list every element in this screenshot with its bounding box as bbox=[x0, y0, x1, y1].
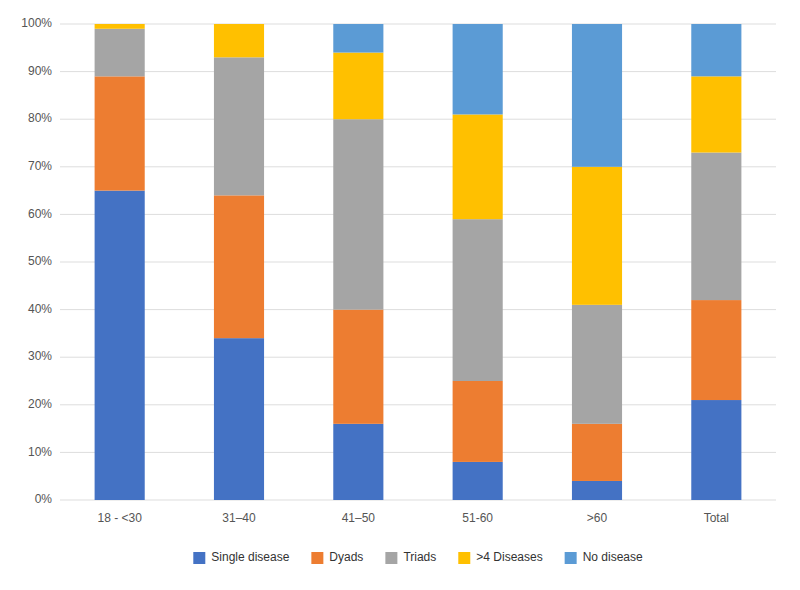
bar-segment bbox=[333, 310, 383, 424]
bar-segment bbox=[214, 24, 264, 25]
bar-segment bbox=[572, 24, 622, 167]
chart: 0% 10% 20% 30% 40% 50% 60% 70% 80% 90% 100% 18 - <3… bbox=[0, 0, 800, 590]
y-tick-label: 60% bbox=[28, 207, 52, 221]
bar-segment bbox=[691, 153, 741, 301]
bar-segment bbox=[691, 400, 741, 500]
legend-swatch bbox=[385, 552, 397, 564]
y-tick-label: 80% bbox=[28, 111, 52, 125]
x-tick-label: >60 bbox=[587, 511, 608, 525]
y-tick-label: 40% bbox=[28, 302, 52, 316]
grid-line bbox=[60, 452, 776, 453]
bar-segment bbox=[691, 24, 741, 76]
bars bbox=[95, 24, 742, 500]
x-axis: 18 - <30 31–40 41–50 51-60 >60 Total bbox=[97, 511, 729, 525]
grid-line bbox=[60, 24, 776, 25]
bar-segment bbox=[214, 338, 264, 500]
legend-item: >4 Diseases bbox=[458, 550, 542, 564]
bar-segment bbox=[333, 24, 383, 53]
grid-line bbox=[60, 357, 776, 358]
bar-segment bbox=[572, 424, 622, 481]
bar-segment bbox=[214, 24, 264, 57]
y-tick-label: 10% bbox=[28, 445, 52, 459]
bar-segment bbox=[691, 76, 741, 152]
y-tick-label: 70% bbox=[28, 159, 52, 173]
legend-swatch bbox=[565, 552, 577, 564]
y-tick-label: 50% bbox=[28, 254, 52, 268]
bar-segment bbox=[214, 57, 264, 195]
grid-line bbox=[60, 404, 776, 405]
bar-segment bbox=[453, 114, 503, 219]
legend-label: Single disease bbox=[211, 550, 289, 564]
legend-swatch bbox=[193, 552, 205, 564]
legend-label: No disease bbox=[583, 550, 643, 564]
legend-item: Triads bbox=[385, 550, 436, 564]
legend-item: No disease bbox=[565, 550, 643, 564]
legend-label: Dyads bbox=[329, 550, 363, 564]
bar-segment bbox=[333, 119, 383, 309]
y-tick-label: 100% bbox=[21, 16, 52, 30]
x-tick-label: 51-60 bbox=[462, 511, 493, 525]
legend-item: Single disease bbox=[193, 550, 289, 564]
bar-segment bbox=[333, 424, 383, 500]
x-tick-label: 31–40 bbox=[222, 511, 256, 525]
x-tick-label: 41–50 bbox=[342, 511, 376, 525]
bar-segment bbox=[214, 195, 264, 338]
y-tick-label: 20% bbox=[28, 397, 52, 411]
bar-segment bbox=[95, 24, 145, 25]
bar-segment bbox=[572, 167, 622, 305]
y-tick-label: 30% bbox=[28, 349, 52, 363]
y-tick-label: 90% bbox=[28, 64, 52, 78]
legend: Single disease Dyads Triads >4 Diseases No d… bbox=[193, 550, 643, 564]
grid-line bbox=[60, 119, 776, 120]
x-tick-label: 18 - <30 bbox=[97, 511, 142, 525]
bar-segment bbox=[95, 29, 145, 77]
bar-segment bbox=[572, 305, 622, 424]
x-tick-label: Total bbox=[704, 511, 729, 525]
bar-segment bbox=[572, 481, 622, 500]
grid-line bbox=[60, 262, 776, 263]
bar-segment bbox=[453, 24, 503, 114]
bar-segment bbox=[95, 24, 145, 29]
legend-label: Triads bbox=[403, 550, 436, 564]
legend-item: Dyads bbox=[311, 550, 363, 564]
bar-segment bbox=[453, 219, 503, 381]
grid-line bbox=[60, 500, 776, 501]
legend-label: >4 Diseases bbox=[476, 550, 542, 564]
bar-segment bbox=[95, 191, 145, 500]
legend-swatch bbox=[458, 552, 470, 564]
bar-segment bbox=[453, 381, 503, 462]
y-tick-label: 0% bbox=[35, 492, 53, 506]
bar-segment bbox=[333, 53, 383, 120]
bar-segment bbox=[691, 300, 741, 400]
bar-segment bbox=[453, 462, 503, 500]
bar-segment bbox=[95, 76, 145, 190]
grid-line bbox=[60, 71, 776, 72]
legend-swatch bbox=[311, 552, 323, 564]
grid bbox=[60, 24, 776, 500]
grid-line bbox=[60, 166, 776, 167]
grid-line bbox=[60, 214, 776, 215]
grid-line bbox=[60, 309, 776, 310]
y-axis: 0% 10% 20% 30% 40% 50% 60% 70% 80% 90% 100% bbox=[21, 16, 52, 506]
